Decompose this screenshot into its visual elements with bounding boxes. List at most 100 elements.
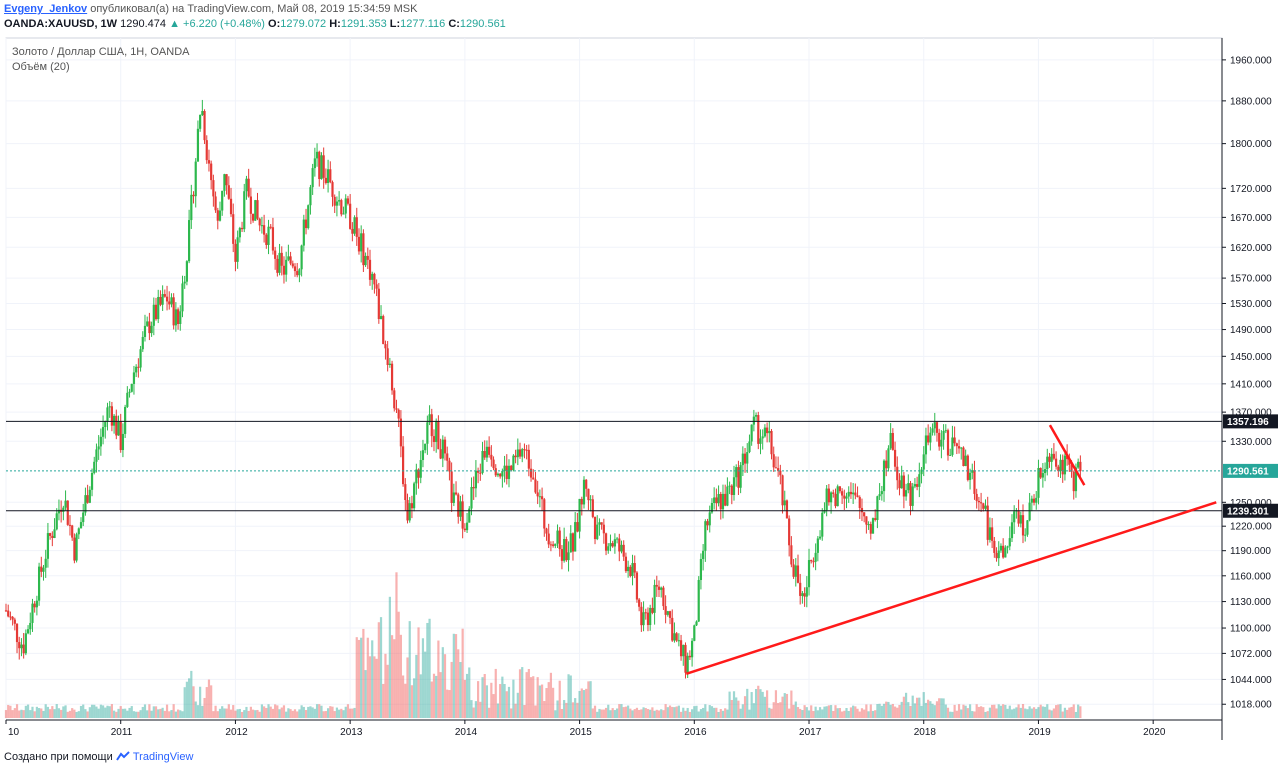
candle-body [646,612,650,626]
volume-bar [152,706,155,718]
candle-body [920,469,923,475]
volume-bar [743,696,747,718]
volume-bar [185,681,188,718]
candle-body [534,479,537,493]
volume-bar [651,707,654,718]
volume-bar [53,709,56,718]
volume-bar [631,710,634,718]
volume-bar [938,698,941,718]
volume-bar [715,707,718,718]
candle-body [640,606,643,626]
volume-bar [688,711,691,718]
volume-bar [514,703,517,718]
candle-body [132,372,136,384]
volume-bar [481,677,484,718]
candle-body [604,533,608,551]
candle-body [690,640,694,658]
candle-body [931,428,934,433]
candle-body [342,213,345,215]
volume-bar [675,706,678,718]
candle-body [26,629,30,634]
volume-bar [1026,709,1029,718]
volume-bar [803,705,806,718]
volume-bar [485,685,489,718]
volume-bar [640,709,643,718]
author-link[interactable]: Evgeny_Jenkov [4,3,88,15]
volume-bar [258,711,261,718]
candle-body [73,537,76,561]
candle-body [838,486,842,492]
candle-body [918,474,921,487]
volume-indicator-label[interactable]: Объём (20) [12,61,70,73]
volume-bar [62,706,65,718]
candle-body [957,446,961,449]
volume-bar [1032,707,1036,718]
volume-bar [477,681,480,718]
y-tick-label: 1044.000 [1230,675,1272,686]
volume-bar [1059,704,1062,718]
candle-body [772,454,775,468]
volume-bar [949,711,952,718]
candle-body [382,316,385,345]
candle-body [285,259,288,275]
candle-body [236,237,239,262]
volume-bar [772,702,775,718]
plot-area [5,37,1223,721]
volume-bar [163,710,166,718]
volume-bar [112,710,116,718]
volume-bar [344,706,347,718]
candle-body [311,168,314,188]
volume-bar [42,710,45,718]
tradingview-brand[interactable]: TradingView [132,751,194,763]
volume-bar [962,704,965,718]
candle-body [763,427,766,437]
volume-bar [827,705,830,718]
x-tick-label: 2020 [1143,727,1166,738]
candle-body [410,503,414,509]
last-price: 1290.474 [120,18,167,30]
candle-body [911,486,914,506]
candle-body [563,539,566,561]
candle-body [898,480,901,489]
price-axis[interactable]: 1960.000 1880.000 1800.000 1720.000 1670.000… [1222,55,1272,711]
candle-body [885,460,888,469]
volume-bar [229,709,233,718]
volume-bar [596,711,599,718]
volume-bar [1028,706,1031,718]
y-tick-label: 1490.000 [1230,325,1272,336]
candle-body [483,450,486,458]
volume-bar [1037,707,1040,718]
candle-body [448,460,451,472]
volume-bar [536,677,539,718]
candle-body [807,560,811,588]
candle-body [631,563,634,577]
volume-bar [871,710,875,718]
candle-body [666,611,669,615]
volume-bar [1039,704,1042,718]
volume-bar [331,706,334,718]
volume-bar [296,711,299,718]
volume-bar [362,628,365,718]
time-axis[interactable]: 10 2011 2012 2013 2014 2015 2016 2017 2018 2019 20… [5,720,1166,738]
candle-body [664,606,667,615]
volume-bar [20,709,23,718]
candle-body [746,452,749,464]
volume-bar [415,654,418,718]
volume-bar [887,701,890,718]
candle-body [494,468,497,476]
candle-body [880,491,883,495]
volume-bar [159,708,162,718]
volume-bar [763,696,766,718]
volume-bar [880,705,883,718]
volume-bar [695,705,698,718]
volume-bar [143,704,147,718]
candle-body [728,485,731,487]
candle-body [441,439,444,459]
candle-body [139,349,142,368]
volume-bar [761,691,764,718]
candle-body [1055,458,1058,467]
volume-bar [302,706,305,718]
volume-bar [139,710,142,718]
volume-bar [1021,704,1025,718]
